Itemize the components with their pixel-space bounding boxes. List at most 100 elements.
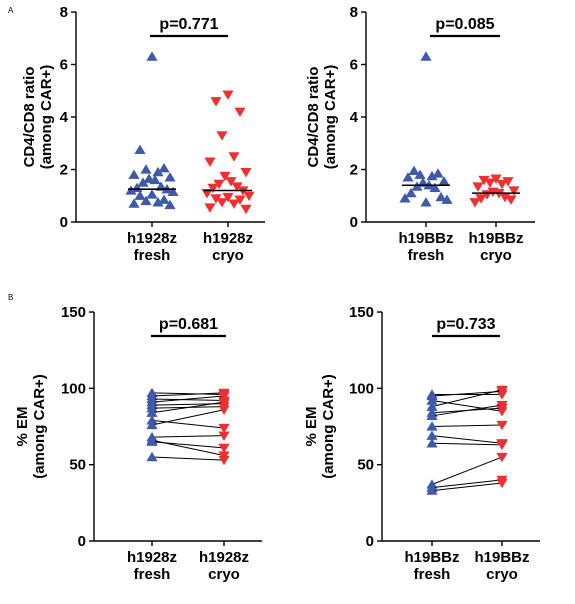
data-point — [502, 177, 514, 187]
y-tick-label: 4 — [350, 109, 359, 126]
data-point — [137, 177, 149, 187]
pair-line — [151, 419, 225, 429]
pair-line — [431, 442, 503, 446]
data-point — [216, 131, 228, 141]
data-point — [234, 107, 246, 117]
data-point — [140, 195, 152, 206]
data-point — [158, 194, 170, 204]
data-point — [499, 192, 511, 203]
data-point — [478, 175, 490, 186]
p-value-label: p=0.771 — [159, 16, 218, 33]
y-tick-label: 4 — [60, 109, 69, 126]
y-tick-label: 0 — [350, 214, 358, 231]
data-point — [240, 204, 252, 215]
data-point — [420, 51, 432, 61]
data-point — [426, 485, 438, 495]
data-point — [204, 203, 216, 213]
data-point — [402, 172, 414, 182]
data-point — [146, 189, 158, 199]
pair-line — [151, 392, 225, 395]
data-point — [218, 455, 230, 466]
data-point — [231, 182, 243, 192]
y-tick-label: 6 — [60, 57, 68, 74]
data-point — [218, 431, 230, 441]
data-point — [420, 197, 432, 207]
x-category-sublabel: cryo — [212, 247, 244, 264]
data-point — [426, 395, 438, 405]
data-point — [496, 385, 508, 396]
pair-line — [151, 401, 225, 414]
y-tick-label: 0 — [78, 533, 86, 550]
data-point — [475, 194, 487, 204]
y-axis-title: % EM — [14, 406, 31, 446]
y-axis-title: CD4/CD8 ratio — [21, 67, 38, 168]
data-point — [128, 169, 140, 179]
pair-line — [431, 389, 503, 408]
data-point — [218, 443, 230, 454]
data-point — [134, 190, 146, 200]
data-point — [164, 199, 176, 210]
data-point — [218, 423, 230, 434]
y-axis-title: (among CAR+) — [322, 65, 339, 170]
data-point — [228, 152, 240, 162]
x-category-label: h19BBz — [398, 230, 453, 247]
data-point — [201, 188, 213, 199]
y-tick-label: 100 — [349, 380, 374, 397]
x-category-label: h19BBz — [468, 230, 523, 247]
y-tick-label: 6 — [350, 57, 358, 74]
x-category-sublabel: fresh — [414, 566, 451, 583]
data-point — [167, 186, 179, 196]
y-tick-label: 50 — [357, 457, 374, 474]
pair-line — [431, 479, 503, 489]
data-point — [216, 198, 228, 208]
data-point — [426, 430, 438, 440]
x-category-label: h1928z — [203, 230, 253, 247]
data-point — [490, 174, 502, 184]
data-point — [496, 478, 508, 489]
data-point — [441, 194, 453, 204]
data-point — [472, 182, 484, 192]
data-point — [399, 193, 411, 203]
data-point — [484, 178, 496, 188]
y-tick-label: 2 — [60, 162, 68, 179]
x-category-label: h1928z — [127, 230, 177, 247]
pair-line — [151, 435, 225, 438]
pair-line — [431, 482, 503, 492]
data-point — [207, 183, 219, 194]
p-value-label: p=0.085 — [435, 16, 494, 33]
data-point — [134, 144, 146, 154]
data-point — [496, 440, 508, 451]
data-point — [496, 420, 508, 431]
p-value-label: p=0.733 — [436, 316, 495, 333]
x-category-label: h1928z — [127, 549, 177, 566]
data-point — [140, 164, 152, 174]
data-point — [146, 436, 158, 446]
data-point — [426, 170, 438, 181]
x-category-sublabel: cryo — [486, 566, 518, 583]
pair-line — [151, 392, 225, 397]
x-category-sublabel: fresh — [408, 247, 445, 264]
pair-line — [431, 435, 503, 444]
pair-line — [151, 398, 225, 402]
data-point — [146, 451, 158, 462]
panel-letter-a: A — [8, 6, 14, 15]
x-category-label: h1928z — [199, 549, 249, 566]
data-point — [222, 192, 234, 203]
data-point — [218, 391, 230, 402]
pair-line — [431, 400, 503, 412]
data-point — [426, 421, 438, 431]
data-point — [152, 197, 164, 207]
data-point — [417, 177, 429, 187]
data-point — [128, 198, 140, 208]
data-point — [429, 182, 441, 193]
y-tick-label: 100 — [61, 380, 86, 397]
x-category-sublabel: cryo — [480, 247, 512, 264]
pair-line — [151, 456, 225, 461]
data-point — [218, 397, 230, 408]
y-axis-title: (among CAR+) — [38, 65, 55, 170]
data-point — [496, 179, 508, 190]
pair-line — [151, 395, 225, 403]
